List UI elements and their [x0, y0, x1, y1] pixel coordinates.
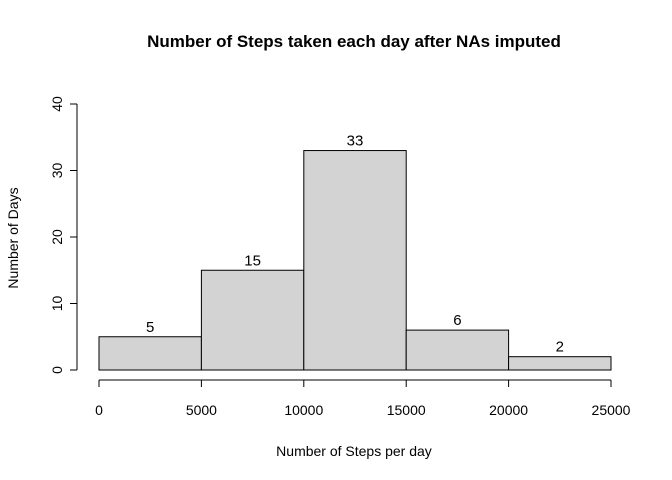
y-tick-label: 10 — [49, 296, 65, 312]
y-tick-label: 20 — [49, 229, 65, 245]
x-tick-label: 25000 — [592, 402, 631, 418]
y-axis-label: Number of Days — [5, 187, 21, 288]
histogram-bar — [200, 269, 305, 371]
x-tick-label: 5000 — [186, 402, 217, 418]
bar-count-label: 15 — [244, 252, 261, 269]
y-tick-label: 30 — [49, 163, 65, 179]
bars-group — [98, 150, 612, 371]
y-axis: 0 10 20 30 40 — [49, 96, 78, 374]
x-axis: 0 5000 10000 15000 20000 25000 — [95, 379, 631, 418]
bar-count-label: 6 — [453, 312, 461, 329]
histogram-bar — [98, 336, 202, 371]
chart-title: Number of Steps taken each day after NAs… — [147, 32, 561, 51]
x-tick-label: 15000 — [387, 402, 426, 418]
x-axis-label: Number of Steps per day — [276, 443, 432, 459]
bar-count-label: 33 — [347, 133, 364, 150]
y-tick-label: 40 — [49, 96, 65, 112]
x-tick-label: 10000 — [284, 402, 323, 418]
histogram-bar — [303, 150, 407, 371]
x-tick-label: 20000 — [489, 402, 528, 418]
data-labels-group: 5 15 33 6 2 — [146, 133, 564, 356]
bar-count-label: 5 — [146, 319, 154, 336]
bar-count-label: 2 — [556, 339, 564, 356]
x-tick-label: 0 — [95, 402, 103, 418]
histogram-bar — [508, 356, 612, 371]
y-tick-label: 0 — [49, 366, 65, 374]
histogram-bar — [405, 329, 510, 371]
